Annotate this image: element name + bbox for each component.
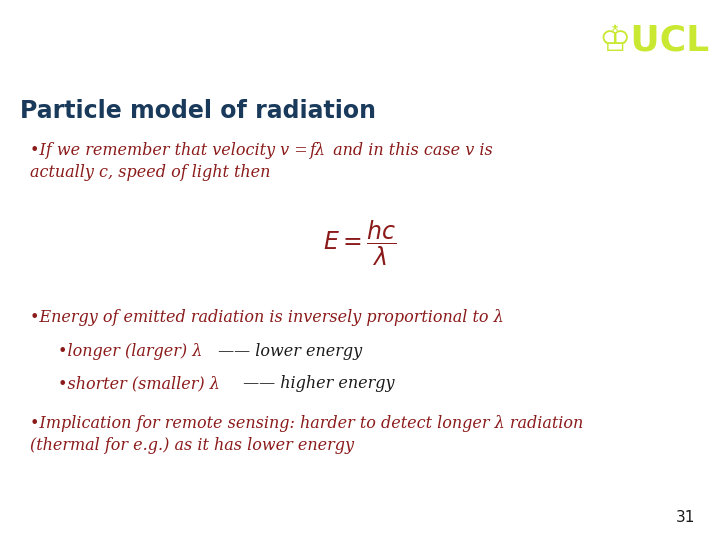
Text: Particle model of radiation: Particle model of radiation <box>20 98 376 123</box>
Text: •If we remember that velocity v =: •If we remember that velocity v = <box>30 142 316 159</box>
Text: fλ: fλ <box>310 142 326 159</box>
Text: ♔UCL: ♔UCL <box>598 24 709 58</box>
Text: •Implication for remote sensing: harder to detect longer λ radiation: •Implication for remote sensing: harder … <box>30 415 583 432</box>
Text: •longer (larger) λ: •longer (larger) λ <box>58 343 202 360</box>
Text: $E = \dfrac{hc}{\lambda}$: $E = \dfrac{hc}{\lambda}$ <box>323 219 397 268</box>
Text: •shorter (smaller) λ: •shorter (smaller) λ <box>58 375 220 392</box>
Text: actually c, speed of light then: actually c, speed of light then <box>30 164 271 181</box>
Text: —— higher energy: —— higher energy <box>238 375 395 392</box>
Text: 31: 31 <box>675 510 695 525</box>
Text: —— lower energy: —— lower energy <box>213 343 362 360</box>
Text: •Energy of emitted radiation is inversely proportional to λ: •Energy of emitted radiation is inversel… <box>30 309 504 326</box>
Text: (thermal for e.g.) as it has lower energy: (thermal for e.g.) as it has lower energ… <box>30 437 354 454</box>
Text: and in this case v is: and in this case v is <box>328 142 492 159</box>
